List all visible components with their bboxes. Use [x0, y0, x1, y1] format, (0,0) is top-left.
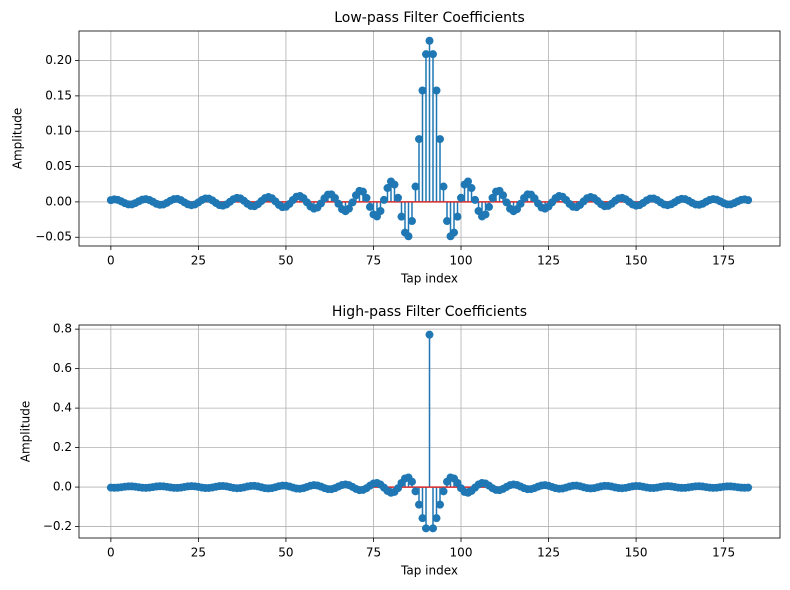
- stem-marker: [425, 36, 434, 45]
- stem-marker: [744, 483, 753, 492]
- stem-marker: [516, 199, 525, 208]
- stem-marker: [348, 198, 357, 207]
- stem-marker: [376, 207, 385, 216]
- stem-marker: [744, 196, 753, 205]
- x-tick-label: 125: [537, 254, 560, 268]
- stem-marker: [443, 217, 452, 226]
- stem-marker: [411, 487, 420, 496]
- y-tick-label: 0.20: [45, 53, 72, 67]
- x-tick-label: 100: [450, 546, 473, 560]
- stem-marker: [379, 195, 388, 204]
- x-tick-label: 125: [537, 546, 560, 560]
- stem-marker: [418, 514, 427, 523]
- x-tick-label: 25: [191, 546, 206, 560]
- stem-marker: [453, 212, 462, 221]
- stem-marker: [418, 86, 427, 95]
- stem-marker: [439, 182, 448, 191]
- stem-marker: [457, 193, 466, 202]
- stem-marker: [450, 228, 459, 237]
- x-axis-label: Tap index: [400, 564, 458, 578]
- y-tick-label: 0.00: [45, 194, 72, 208]
- x-tick-label: 150: [625, 254, 648, 268]
- x-tick-label: 100: [450, 254, 473, 268]
- chart-title: High-pass Filter Coefficients: [332, 304, 527, 320]
- x-tick-label: 75: [366, 254, 381, 268]
- y-tick-label: 0.8: [53, 322, 72, 336]
- x-tick-label: 50: [278, 254, 293, 268]
- y-tick-label: 0.0: [53, 480, 72, 494]
- stem-marker: [464, 177, 473, 186]
- stem-marker: [485, 202, 494, 211]
- y-tick-label: 0.6: [53, 361, 72, 375]
- y-tick-label: 0.10: [45, 124, 72, 138]
- stem-marker: [439, 487, 448, 496]
- stem-marker: [404, 232, 413, 241]
- stem-marker: [429, 524, 438, 533]
- stem-marker: [383, 184, 392, 193]
- stem-marker: [488, 193, 497, 202]
- stem-marker: [421, 524, 430, 533]
- axes: High-pass Filter Coefficients Tap index Am…: [19, 304, 781, 578]
- x-tick-label: 150: [625, 546, 648, 560]
- stem-marker: [344, 204, 353, 213]
- stem-marker: [330, 194, 339, 203]
- stem-marker: [432, 86, 441, 95]
- y-tick-label: 0.15: [45, 88, 72, 102]
- stem-marker: [411, 182, 420, 191]
- y-tick-label: −0.05: [35, 230, 72, 244]
- stem-marker: [414, 500, 423, 509]
- stem-marker: [425, 330, 434, 339]
- stem-marker: [390, 180, 399, 189]
- y-tick-label: 0.05: [45, 159, 72, 173]
- stem-marker: [502, 198, 511, 207]
- chart-title: Low-pass Filter Coefficients: [334, 10, 525, 26]
- x-axis-label: Tap index: [400, 272, 458, 286]
- stem-marker: [365, 202, 374, 211]
- stem-marker: [436, 135, 445, 144]
- stem-marker: [393, 193, 402, 202]
- y-tick-label: −0.2: [43, 519, 72, 533]
- stem-marker: [407, 477, 416, 486]
- stem-marker: [429, 50, 438, 59]
- y-tick-label: 0.2: [53, 440, 72, 454]
- x-tick-label: 0: [107, 546, 115, 560]
- axes: Low-pass Filter Coefficients Tap index Amp…: [11, 10, 781, 286]
- stem-marker: [358, 187, 367, 196]
- stem-marker: [467, 184, 476, 193]
- x-tick-label: 175: [712, 254, 735, 268]
- stem-marker: [499, 191, 508, 200]
- x-tick-label: 75: [366, 546, 381, 560]
- stem-marker: [397, 212, 406, 221]
- stem-marker: [481, 210, 490, 219]
- y-tick-label: 0.4: [53, 401, 72, 415]
- x-tick-label: 25: [191, 254, 206, 268]
- stem-marker: [362, 193, 371, 202]
- stem-marker: [414, 135, 423, 144]
- y-axis-label: Amplitude: [19, 401, 33, 463]
- stem-marker: [436, 500, 445, 509]
- x-tick-label: 50: [278, 546, 293, 560]
- x-tick-label: 0: [107, 254, 115, 268]
- stem-marker: [421, 50, 430, 59]
- stem-marker: [471, 195, 480, 204]
- y-axis-label: Amplitude: [11, 108, 25, 170]
- stem-marker: [407, 217, 416, 226]
- axes-frame: [78, 324, 781, 539]
- x-tick-label: 175: [712, 546, 735, 560]
- axes-frame: [78, 30, 781, 247]
- stem-marker: [432, 514, 441, 523]
